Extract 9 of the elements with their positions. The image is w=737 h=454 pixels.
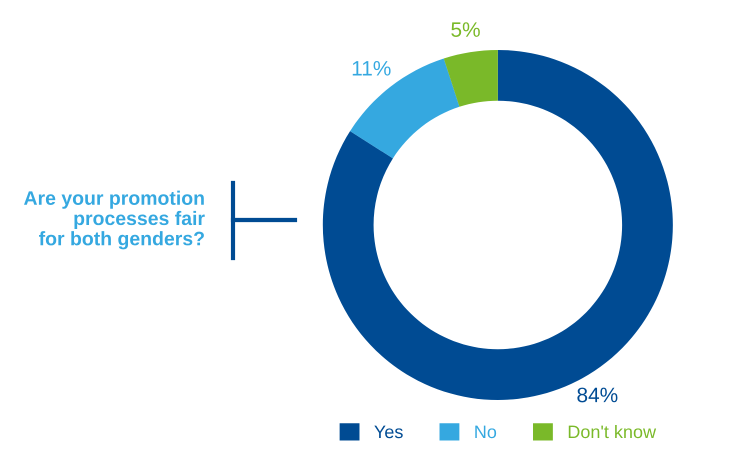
legend-label: Don't know <box>568 424 656 438</box>
legend-label: Yes <box>374 426 403 438</box>
data-label: 84% <box>577 388 618 402</box>
donut-slice <box>350 58 460 158</box>
data-label: 5% <box>451 22 480 37</box>
text: Are your promotion processes fair for both genders? <box>24 190 205 250</box>
donut-slice <box>444 50 498 107</box>
data-label: 11% <box>352 61 391 76</box>
legend-label: No <box>475 426 496 438</box>
